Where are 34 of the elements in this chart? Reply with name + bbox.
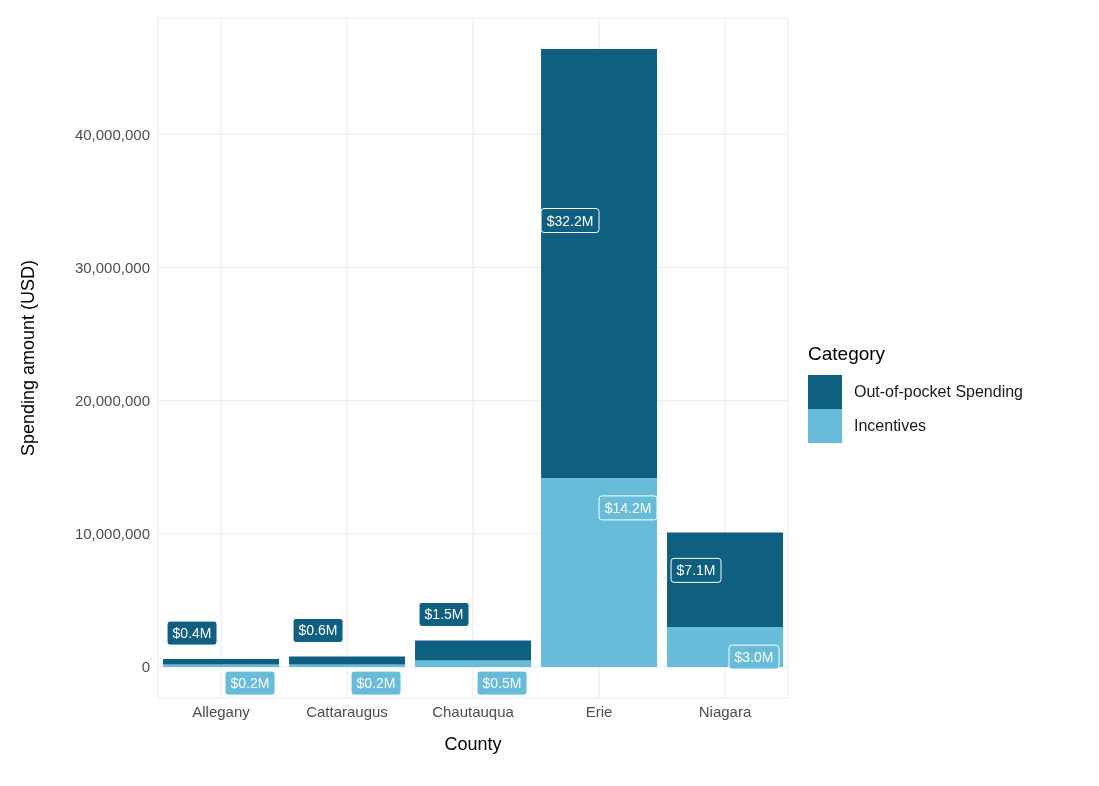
- data-label: $0.6M: [298, 622, 338, 639]
- data-label: $0.5M: [482, 675, 522, 692]
- bar: [289, 656, 406, 665]
- data-label: $32.2M: [546, 212, 594, 229]
- x-tick-label: Allegany: [192, 702, 251, 720]
- data-label: $1.5M: [424, 606, 464, 623]
- bar: [163, 664, 280, 668]
- y-tick-label: 40,000,000: [74, 125, 150, 143]
- data-label: $0.4M: [172, 625, 212, 642]
- data-label: $0.2M: [356, 675, 396, 692]
- y-tick-label: 30,000,000: [74, 258, 150, 276]
- bar: [667, 532, 784, 628]
- data-label: $14.2M: [604, 499, 652, 516]
- x-tick-label: Chautauqua: [432, 702, 515, 720]
- x-tick-label: Erie: [585, 702, 613, 720]
- legend-title: Category: [808, 343, 887, 365]
- y-tick-label: 0: [141, 658, 150, 676]
- y-tick-label: 20,000,000: [74, 391, 150, 409]
- y-tick-label: 10,000,000: [74, 525, 150, 543]
- bar: [541, 48, 658, 478]
- data-label: $3.0M: [734, 649, 774, 666]
- bar: [415, 660, 532, 668]
- bar: [163, 659, 280, 665]
- x-tick-label: Niagara: [698, 702, 752, 720]
- x-axis-title: County: [444, 734, 502, 754]
- data-label: $0.2M: [230, 675, 270, 692]
- legend-label: Out-of-pocket Spending: [854, 383, 1023, 401]
- x-tick-label: Cattaraugus: [306, 702, 388, 720]
- bar: [415, 640, 532, 661]
- bar: [541, 477, 658, 668]
- y-axis-title: Spending amount (USD): [18, 259, 39, 457]
- legend-label: Incentives: [854, 417, 927, 435]
- data-label: $7.1M: [676, 562, 716, 579]
- bar: [289, 664, 406, 668]
